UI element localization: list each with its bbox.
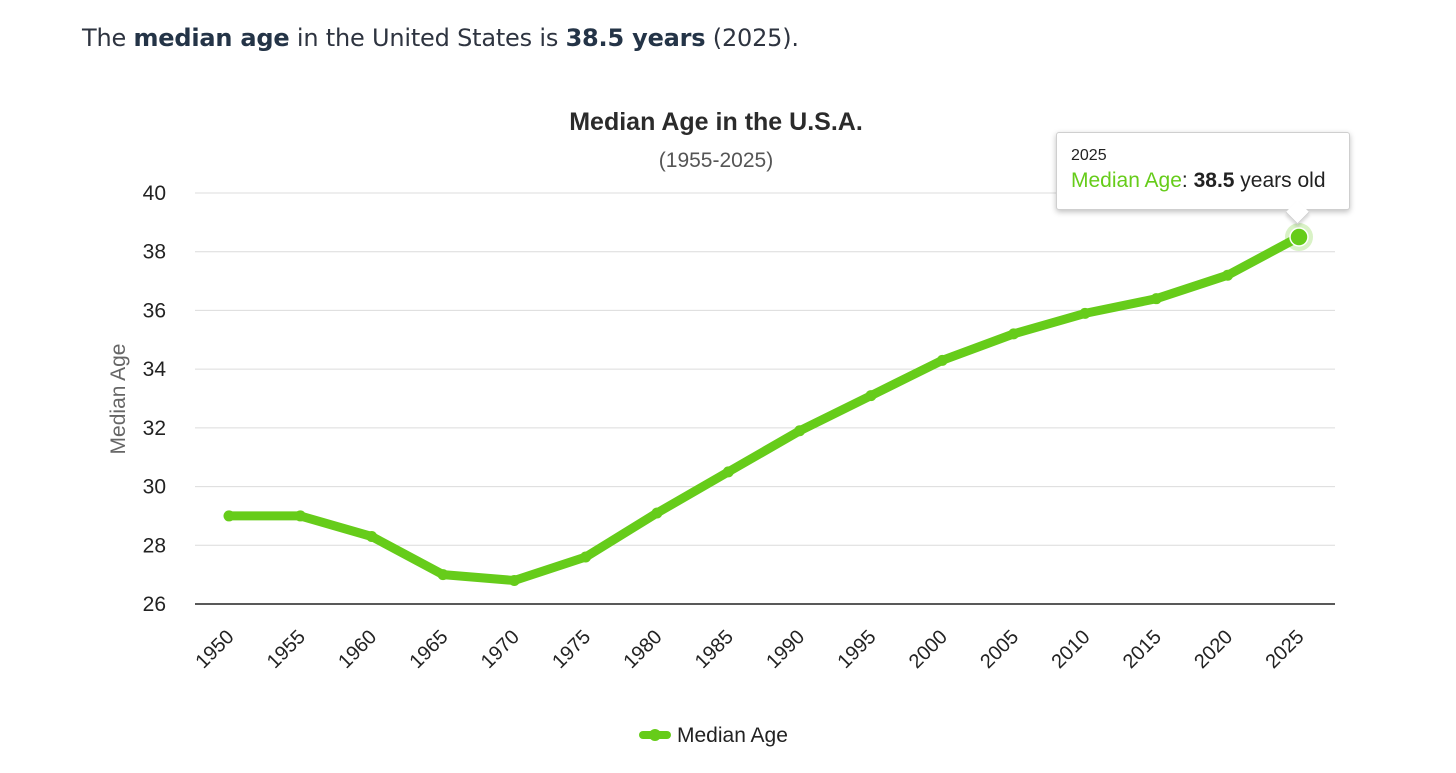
headline-bold-median-age: median age	[133, 24, 290, 52]
tooltip-separator: :	[1181, 169, 1194, 192]
x-tick-label: 1965	[406, 626, 453, 673]
y-tick-label: 34	[143, 358, 167, 381]
x-tick-label: 2020	[1190, 626, 1237, 673]
series-line[interactable]	[224, 232, 1304, 585]
x-axis-ticks: 1950 1955 1960 1965 1970 1975 1980 1985 1990 1995…	[192, 626, 1309, 673]
headline-suffix: (2025).	[705, 24, 799, 52]
data-point[interactable]	[437, 569, 449, 581]
legend-marker-symbol	[649, 729, 661, 741]
tooltip-series-name: Median Age	[1071, 169, 1182, 192]
y-tick-label: 40	[143, 182, 166, 205]
data-point[interactable]	[651, 507, 663, 519]
grid-lines	[195, 192, 1335, 605]
x-tick-label: 2025	[1262, 626, 1309, 673]
x-tick-label: 2015	[1119, 626, 1166, 673]
legend-label[interactable]: Median Age	[677, 724, 788, 747]
y-tick-label: 38	[143, 241, 166, 264]
headline-middle: in the United States is	[289, 24, 566, 52]
headline: The median age in the United States is 3…	[82, 24, 799, 52]
tooltip-line: Median Age: 38.5 years old	[1071, 169, 1349, 193]
y-tick-label: 30	[143, 476, 166, 499]
headline-bold-value: 38.5 years	[565, 24, 706, 52]
x-tick-label: 1980	[620, 626, 667, 673]
y-tick-label: 36	[143, 299, 166, 322]
tooltip: 2025 Median Age: 38.5 years old	[1056, 132, 1350, 210]
x-tick-label: 1985	[691, 626, 738, 673]
x-tick-label: 1975	[548, 626, 595, 673]
legend[interactable]: Median Age	[639, 724, 788, 747]
data-point-hovered[interactable]	[1289, 227, 1309, 247]
tooltip-value: 38.5	[1193, 169, 1235, 192]
data-point[interactable]	[865, 390, 877, 402]
data-point[interactable]	[722, 466, 734, 478]
y-tick-label: 26	[143, 593, 166, 616]
x-tick-label: 2010	[1048, 626, 1095, 673]
data-point[interactable]	[223, 510, 235, 522]
y-axis-ticks: 26 28 30 32 34 36 38 40	[143, 182, 167, 616]
x-tick-label: 2005	[976, 626, 1023, 673]
data-point[interactable]	[936, 354, 948, 366]
data-point[interactable]	[294, 510, 306, 522]
x-tick-label: 1970	[477, 626, 524, 673]
x-tick-label: 1995	[834, 626, 881, 673]
data-point[interactable]	[580, 551, 592, 563]
chart-title: Median Age in the U.S.A.	[569, 108, 863, 136]
y-axis-label: Median Age	[107, 344, 130, 455]
y-tick-label: 32	[143, 417, 166, 440]
x-tick-label: 1950	[192, 626, 239, 673]
headline-prefix: The	[82, 24, 134, 52]
data-point[interactable]	[794, 425, 806, 437]
tooltip-year: 2025	[1071, 147, 1107, 164]
x-tick-label: 2000	[905, 626, 952, 673]
y-tick-label: 28	[143, 534, 166, 557]
chart-subtitle: (1955-2025)	[659, 149, 773, 172]
series-median-age[interactable]	[223, 223, 1314, 587]
data-point[interactable]	[1008, 328, 1020, 340]
x-tick-label: 1960	[334, 626, 381, 673]
x-tick-label: 1990	[762, 626, 809, 673]
data-point[interactable]	[1222, 269, 1234, 281]
data-point[interactable]	[508, 575, 520, 587]
data-point[interactable]	[366, 530, 378, 542]
tooltip-unit: years old	[1234, 169, 1326, 192]
data-point[interactable]	[1079, 307, 1091, 319]
x-tick-label: 1955	[263, 626, 310, 673]
data-point[interactable]	[1150, 293, 1162, 305]
